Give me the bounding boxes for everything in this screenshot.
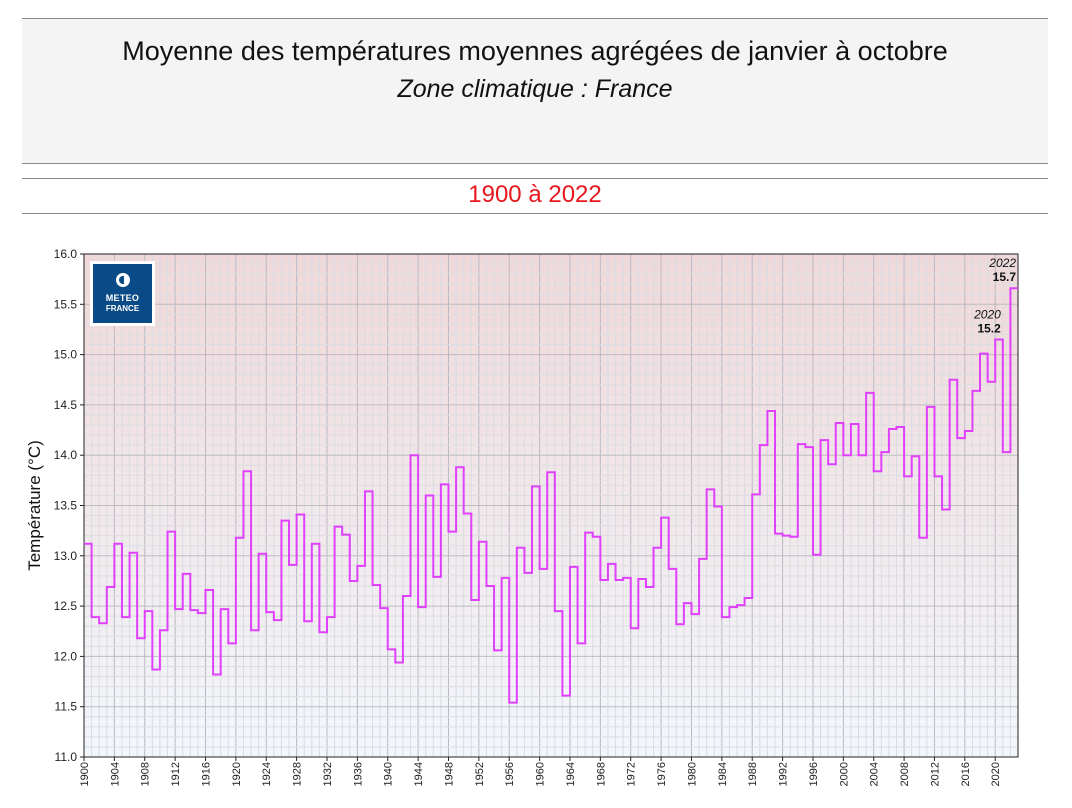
x-tick-label: 1944: [413, 762, 425, 786]
x-tick-label: 2008: [899, 762, 911, 786]
y-tick-label: 12.5: [54, 599, 78, 613]
logo-line1: METEO: [105, 293, 140, 303]
x-tick-label: 1900: [79, 762, 91, 786]
y-tick-label: 13.5: [54, 499, 78, 513]
meteo-france-emblem-icon: [115, 273, 130, 287]
y-axis-label: Température (°C): [25, 440, 44, 571]
x-tick-label: 1908: [140, 762, 152, 786]
x-tick-label: 1928: [292, 762, 304, 786]
x-tick-label: 1956: [504, 762, 516, 786]
x-tick-label: 2012: [929, 762, 941, 786]
series-line-temperature: [84, 287, 1018, 704]
x-tick-label: 1992: [778, 762, 790, 786]
x-tick-label: 2000: [838, 762, 850, 786]
x-tick-label: 1996: [808, 762, 820, 786]
title-panel: Moyenne des températures moyennes agrégé…: [22, 18, 1048, 164]
x-tick-label: 1964: [565, 762, 577, 786]
x-tick-label: 2020: [990, 762, 1002, 786]
x-tick-label: 1984: [717, 762, 729, 786]
chart-subtitle: Zone climatique : France: [397, 75, 673, 103]
y-tick-label: 12.0: [54, 649, 78, 663]
y-tick-label: 11.5: [55, 700, 78, 714]
period-panel: 1900 à 2022: [22, 178, 1048, 214]
annotation-value: 15.7: [993, 270, 1017, 284]
y-tick-label: 15.0: [54, 348, 78, 362]
y-tick-label: 13.0: [54, 549, 78, 563]
x-tick-label: 1960: [535, 762, 547, 786]
x-tick-label: 1916: [200, 762, 212, 786]
meteo-france-logo: METEO FRANCE: [90, 261, 155, 326]
x-tick-label: 1980: [686, 762, 698, 786]
y-tick-label: 14.5: [54, 398, 78, 412]
x-tick-label: 1936: [352, 762, 364, 786]
x-tick-label: 1924: [261, 762, 273, 786]
chart-title: Moyenne des températures moyennes agrégé…: [122, 36, 948, 66]
x-tick-label: 1912: [170, 762, 182, 786]
logo-line2: FRANCE: [105, 304, 140, 313]
x-tick-label: 1976: [656, 762, 668, 786]
y-tick-label: 15.5: [54, 297, 78, 311]
x-tick-label: 1948: [443, 762, 455, 786]
x-tick-label: 1968: [595, 762, 607, 786]
x-tick-label: 1972: [626, 762, 638, 786]
annotation-value: 15.2: [977, 322, 1001, 336]
period-label: 1900 à 2022: [468, 181, 602, 208]
y-tick-label: 11.0: [55, 750, 78, 764]
x-tick-label: 1932: [322, 762, 334, 786]
x-tick-label: 2004: [869, 762, 881, 786]
x-tick-label: 1920: [231, 762, 243, 786]
y-axis: 11.0 11.5 12.0 12.5 13.0 13.5 14.0 14.5 15.0 15.5…: [54, 247, 84, 764]
x-axis: 1900 1904 1908 1912 1916 1920 1924 1928 1932 1936…: [79, 757, 1002, 786]
annotation-year: 2020: [973, 308, 1001, 322]
x-tick-label: 1952: [474, 762, 486, 786]
annotation-year: 2022: [988, 256, 1016, 270]
x-tick-label: 2016: [960, 762, 972, 786]
y-tick-label: 14.0: [54, 448, 78, 462]
x-tick-label: 1904: [109, 762, 121, 786]
x-tick-label: 1988: [747, 762, 759, 786]
x-tick-label: 1940: [383, 762, 395, 786]
y-tick-label: 16.0: [54, 247, 78, 261]
